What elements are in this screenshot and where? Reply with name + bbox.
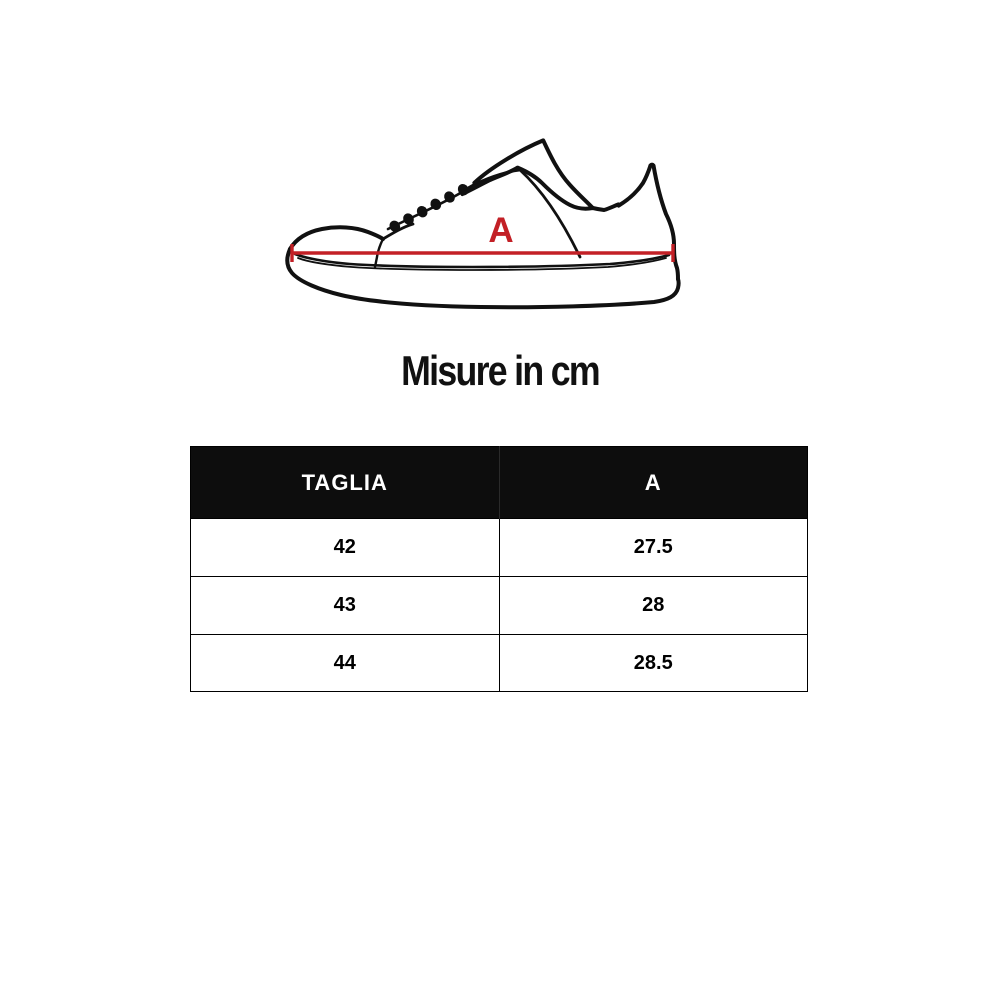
svg-text:A: A (488, 211, 513, 250)
